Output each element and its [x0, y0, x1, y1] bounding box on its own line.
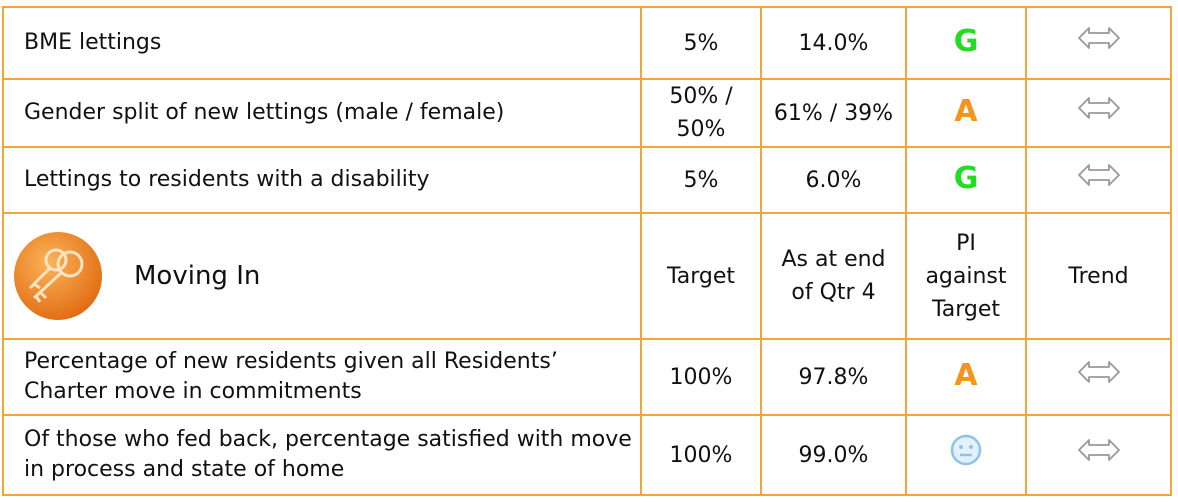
trend-arrow: [1077, 27, 1120, 49]
trend-cell: [1025, 78, 1172, 148]
target: 100%: [640, 338, 762, 416]
column-header: Trend: [1025, 212, 1172, 340]
section-title: Moving In: [134, 261, 261, 291]
trend-arrow: [1077, 439, 1120, 461]
rating: G: [953, 24, 979, 59]
rating-cell: A: [905, 78, 1027, 148]
kpi-table: BME lettings 5% 14.0% G Gender split of new …: [2, 6, 1172, 496]
rating: A: [954, 358, 978, 393]
table-body: BME lettings 5% 14.0% G Gender split of new …: [2, 6, 1172, 496]
measure: Percentage of new residents given all Re…: [2, 338, 642, 416]
trend-arrow: [1077, 164, 1120, 186]
trend-cell: [1025, 6, 1172, 80]
header-row: Moving In Target As at end of Qtr 4 PI agai…: [2, 212, 1172, 340]
column-header: As at end of Qtr 4: [760, 212, 907, 340]
column-header: PI against Target: [905, 212, 1027, 340]
rating-cell: G: [905, 146, 1027, 214]
rating-cell: [905, 414, 1027, 496]
target: 100%: [640, 414, 762, 496]
table-row: BME lettings 5% 14.0% G: [2, 6, 1172, 80]
rating-cell: A: [905, 338, 1027, 416]
rating: A: [954, 94, 978, 129]
measure: BME lettings: [2, 6, 642, 80]
actual: 14.0%: [760, 6, 907, 80]
target: 5%: [640, 146, 762, 214]
trend-arrow: [1077, 97, 1120, 119]
actual: 97.8%: [760, 338, 907, 416]
trend-arrow: [1077, 361, 1120, 383]
actual: 6.0%: [760, 146, 907, 214]
actual: 99.0%: [760, 414, 907, 496]
trend-cell: [1025, 338, 1172, 416]
column-header: Target: [640, 212, 762, 340]
table-row: Lettings to residents with a disability 5…: [2, 146, 1172, 214]
table-row: Gender split of new lettings (male / fem…: [2, 78, 1172, 148]
trend-cell: [1025, 414, 1172, 496]
table-row: Of those who fed back, percentage satisf…: [2, 414, 1172, 496]
actual: 61% / 39%: [760, 78, 907, 148]
target: 50% / 50%: [640, 78, 762, 148]
keys-icon: [14, 232, 102, 320]
table-row: Percentage of new residents given all Re…: [2, 338, 1172, 416]
measure: Gender split of new lettings (male / fem…: [2, 78, 642, 148]
rating-cell: G: [905, 6, 1027, 80]
neutral-face: [950, 434, 982, 466]
rating: G: [953, 161, 979, 196]
measure: Of those who fed back, percentage satisf…: [2, 414, 642, 496]
measure: Lettings to residents with a disability: [2, 146, 642, 214]
section-title-cell: Moving In: [2, 212, 642, 340]
trend-cell: [1025, 146, 1172, 214]
target: 5%: [640, 6, 762, 80]
